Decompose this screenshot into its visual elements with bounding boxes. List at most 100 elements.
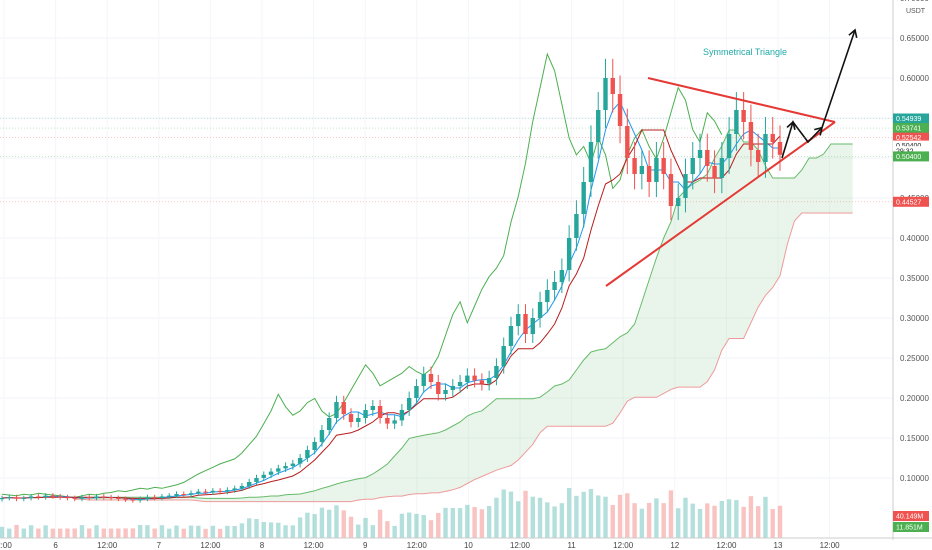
volume-bar bbox=[697, 508, 703, 538]
candle-body bbox=[181, 494, 186, 495]
volume-bar bbox=[137, 524, 143, 538]
candle-body bbox=[94, 496, 99, 498]
volume-bar bbox=[777, 505, 783, 538]
candle-body bbox=[508, 326, 514, 346]
arrow-head bbox=[786, 120, 796, 130]
candle-body bbox=[574, 214, 579, 238]
candle-body bbox=[312, 442, 317, 450]
price-tick-label: 0.30000 bbox=[900, 314, 929, 323]
candle-body bbox=[167, 495, 172, 497]
volume-bar bbox=[523, 490, 528, 538]
volume-bar bbox=[261, 522, 266, 538]
candle-body bbox=[188, 493, 194, 495]
volume-bar bbox=[421, 515, 426, 538]
volume-bar bbox=[254, 519, 259, 538]
volume-bar bbox=[94, 525, 99, 538]
volume-bar bbox=[7, 528, 12, 538]
volume-bar bbox=[43, 525, 48, 538]
candle-body bbox=[239, 486, 245, 489]
candle-body bbox=[356, 418, 361, 422]
candle-body bbox=[290, 463, 296, 466]
candle-body bbox=[21, 498, 27, 499]
candle-body bbox=[57, 496, 63, 498]
candle-body bbox=[174, 494, 179, 496]
candle-body bbox=[763, 134, 768, 162]
currency-label: USDT bbox=[906, 8, 926, 15]
candle-body bbox=[406, 398, 412, 410]
candle-body bbox=[370, 406, 376, 410]
volume-bar bbox=[348, 516, 354, 538]
volume-bar bbox=[676, 508, 681, 538]
candle-body bbox=[36, 496, 41, 498]
candle-body bbox=[494, 366, 499, 378]
volume-bar bbox=[108, 528, 114, 538]
volume-bar bbox=[239, 523, 245, 538]
price-tick-label: 0.35000 bbox=[900, 274, 929, 283]
candle-body bbox=[101, 496, 106, 498]
volume-bar bbox=[283, 525, 288, 538]
volume-bar bbox=[130, 528, 136, 538]
volume-bar bbox=[654, 498, 659, 538]
time-tick-label: 13 bbox=[774, 541, 783, 550]
candle-body bbox=[87, 497, 92, 499]
candle-body bbox=[385, 418, 390, 424]
price-tag-box bbox=[893, 146, 929, 157]
candle-body bbox=[712, 166, 717, 178]
volume-bar bbox=[443, 507, 448, 538]
volume-bar bbox=[203, 528, 208, 538]
candle-body bbox=[254, 478, 259, 482]
volume-bar bbox=[406, 512, 412, 538]
price-tag-box bbox=[893, 132, 929, 143]
candle-body bbox=[43, 495, 48, 498]
volume-bar bbox=[559, 503, 565, 538]
time-tick-label: 8 bbox=[260, 541, 265, 550]
volume-bar bbox=[574, 495, 579, 538]
candle-body bbox=[726, 134, 732, 158]
volume-bar bbox=[36, 528, 41, 538]
candle-body bbox=[116, 498, 121, 499]
candle-body bbox=[545, 290, 550, 302]
volume-bar bbox=[167, 528, 172, 538]
time-tick-label: 6 bbox=[53, 541, 58, 550]
volume-bar bbox=[385, 521, 390, 538]
volume-bar bbox=[741, 506, 746, 538]
volume-bar bbox=[181, 528, 186, 538]
volume-bar bbox=[545, 502, 550, 538]
volume-bar bbox=[632, 503, 637, 538]
volume-bar bbox=[566, 488, 572, 538]
price-tag-label: 0.44527 bbox=[896, 199, 921, 206]
volume-bar bbox=[363, 517, 368, 538]
time-tick-label: 11 bbox=[567, 541, 576, 550]
candle-body bbox=[319, 430, 325, 442]
candle-body bbox=[450, 386, 456, 390]
price-tag-box bbox=[893, 196, 929, 207]
price-tick-label: 0.25000 bbox=[900, 354, 929, 363]
time-axis: 2:00 6 12:00 7 12:00 8 12:00 9 12:00 10 12:00 11 12:… bbox=[0, 537, 932, 550]
volume-bar bbox=[683, 497, 688, 538]
volume-bar bbox=[268, 522, 274, 538]
candle-body bbox=[705, 150, 710, 166]
volume-bar bbox=[297, 517, 303, 538]
candle-body bbox=[28, 496, 34, 498]
leading-span-a bbox=[74, 129, 853, 499]
candle-body bbox=[297, 458, 303, 464]
candle-body bbox=[486, 378, 492, 384]
volume-bar bbox=[101, 528, 106, 538]
volume-bar bbox=[726, 499, 732, 538]
candle-body bbox=[654, 158, 659, 182]
volume-bar bbox=[465, 504, 470, 538]
volume-bar bbox=[494, 497, 499, 538]
volume-bar bbox=[508, 491, 514, 538]
candle-body bbox=[770, 134, 775, 142]
candle-body bbox=[741, 110, 746, 122]
volume-bar bbox=[596, 495, 601, 538]
triangle-lower-line bbox=[605, 121, 836, 287]
time-tick-label: 7 bbox=[157, 541, 162, 550]
volume-bar bbox=[326, 509, 332, 538]
volume-bar bbox=[174, 525, 179, 538]
volume-bar bbox=[581, 491, 586, 538]
lagging-span-line bbox=[1, 52, 723, 499]
candle-body bbox=[145, 497, 150, 499]
candle-body bbox=[501, 346, 506, 366]
